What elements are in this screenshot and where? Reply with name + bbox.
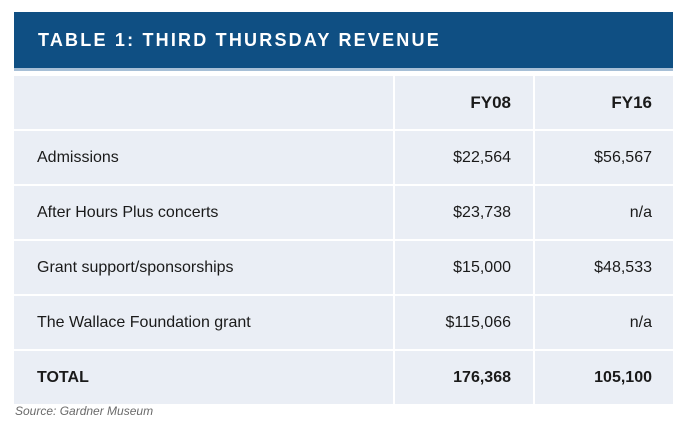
cell-fy16: n/a [533,294,673,350]
source-note: Source: Gardner Museum [15,404,154,418]
row-label: Grant support/sponsorships [14,239,394,295]
table-row: The Wallace Foundation grant $115,066 n/… [14,294,673,350]
total-fy16: 105,100 [533,349,673,404]
cell-fy08: $22,564 [393,129,534,185]
total-row: TOTAL 176,368 105,100 [14,349,673,404]
row-label: After Hours Plus concerts [14,184,394,240]
table-row: Admissions $22,564 $56,567 [14,129,673,185]
cell-fy08: $23,738 [393,184,534,240]
header-cell-fy16: FY16 [533,74,673,130]
header-cell-fy08: FY08 [393,74,534,130]
row-label: The Wallace Foundation grant [14,294,394,350]
table-row: Grant support/sponsorships $15,000 $48,5… [14,239,673,295]
cell-fy08: $15,000 [393,239,534,295]
cell-fy16: $48,533 [533,239,673,295]
table-title-bar: TABLE 1: THIRD THURSDAY REVENUE [14,12,673,71]
table-row: After Hours Plus concerts $23,738 n/a [14,184,673,240]
table-header-row: FY08 FY16 [14,74,673,130]
total-fy08: 176,368 [393,349,534,404]
table-title: TABLE 1: THIRD THURSDAY REVENUE [38,30,441,50]
total-label: TOTAL [14,349,394,404]
row-label: Admissions [14,129,394,185]
revenue-table: FY08 FY16 Admissions $22,564 $56,567 Aft… [14,74,673,404]
cell-fy08: $115,066 [393,294,534,350]
header-cell-label [14,74,394,130]
cell-fy16: n/a [533,184,673,240]
cell-fy16: $56,567 [533,129,673,185]
